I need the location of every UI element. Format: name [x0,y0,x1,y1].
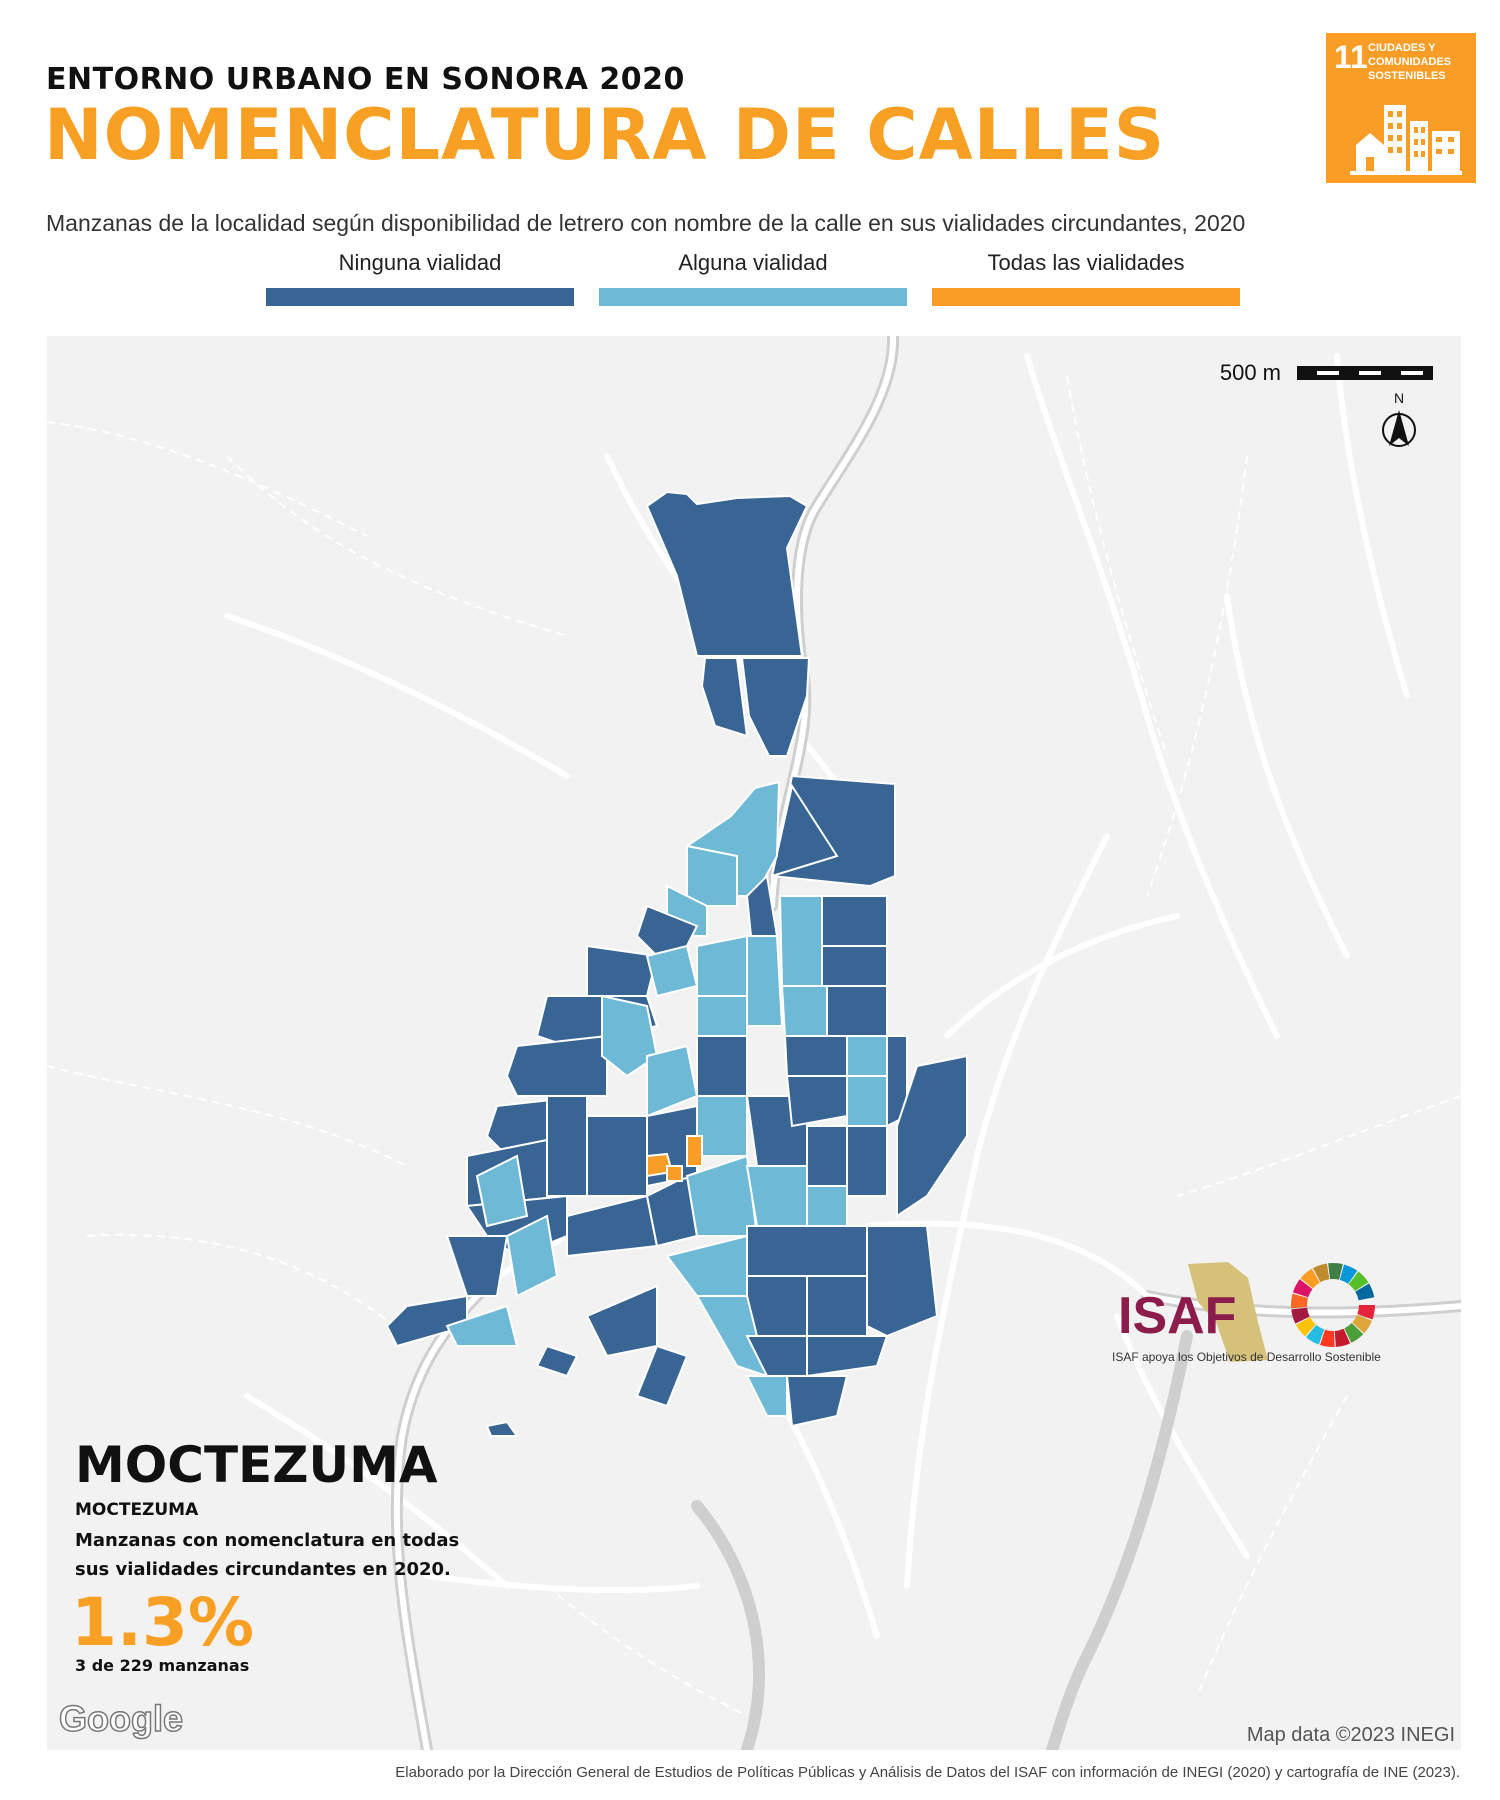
footer-credit: Elaborado por la Dirección General de Es… [395,1764,1460,1781]
municipality-name: MOCTEZUMA [75,1500,199,1520]
stat-value: 1.3% [71,1584,255,1661]
sdg-wheel-icon [1291,1263,1375,1347]
legend-item-todas: Todas las vialidades [932,250,1240,306]
city-buildings-icon [1350,105,1462,175]
pre-title: ENTORNO URBANO EN SONORA 2020 [46,62,685,97]
sdg-11-badge: 11 CIUDADES Y COMUNIDADES SOSTENIBLES [1326,33,1476,183]
roads [224,353,1410,1639]
block-todas-3 [666,1165,683,1182]
block-north [645,490,809,657]
legend-label: Ninguna vialidad [338,250,502,275]
stat-count: 3 de 229 manzanas [75,1656,250,1675]
north-label: N [1393,390,1405,406]
legend-item-alguna: Alguna vialidad [599,250,907,306]
legend-item-ninguna: Ninguna vialidad [266,250,574,306]
legend-swatch [266,288,574,306]
legend-swatch [932,288,1240,306]
locality-name: MOCTEZUMA [75,1436,438,1494]
map-canvas[interactable] [47,336,1461,1750]
map-panel[interactable]: 500 m N MOCTEZUMA MOCTEZUMA Manzanas con… [47,336,1461,1750]
isaf-tagline: ISAF apoya los Objetivos de Desarrollo S… [1112,1350,1381,1364]
map-attribution: Map data ©2023 INEGI [1246,1724,1455,1746]
page-title: NOMENCLATURA DE CALLES [44,94,1166,176]
legend-label: Todas las vialidades [987,250,1185,275]
sdg-text: CIUDADES Y COMUNIDADES SOSTENIBLES [1368,42,1452,82]
isaf-logo: ISAF [1118,1262,1268,1362]
north-arrow-icon: N [1379,390,1419,452]
minor-roads [47,375,1461,1717]
sdg-number: 11 [1334,39,1368,75]
subtitle: Manzanas de la localidad según disponibi… [46,210,1246,236]
block-todas-1 [686,1135,703,1167]
google-logo: Google [58,1697,184,1740]
legend-swatch [599,288,907,306]
scale-bar [1297,366,1433,380]
legend-label: Alguna vialidad [678,250,828,275]
locality-blocks [385,490,968,1437]
scale-label: 500 m [1219,360,1281,385]
stat-description: Manzanas con nomenclatura en todas sus v… [75,1530,460,1580]
isaf-text: ISAF [1118,1287,1237,1345]
